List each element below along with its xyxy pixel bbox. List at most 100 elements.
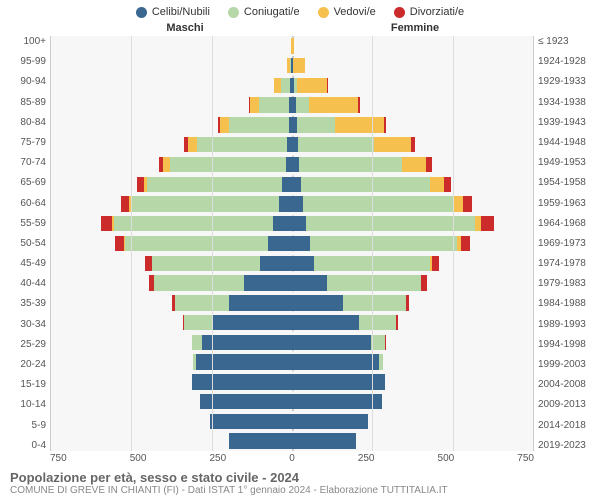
bar-seg — [292, 315, 359, 330]
female-half — [292, 433, 533, 448]
female-half — [292, 394, 533, 409]
bar-seg — [250, 97, 259, 112]
bar-seg — [359, 315, 396, 330]
bar-seg — [212, 315, 292, 330]
bar-seg — [481, 216, 494, 231]
age-tick: 65-69 — [8, 177, 46, 188]
birth-tick: 1944-1948 — [538, 137, 592, 148]
bar-seg — [170, 157, 286, 172]
x-tick: 250 — [209, 453, 226, 464]
age-tick: 35-39 — [8, 298, 46, 309]
male-half — [51, 256, 292, 271]
age-tick: 70-74 — [8, 157, 46, 168]
female-half — [292, 335, 533, 350]
bar-rows — [51, 36, 533, 451]
plot — [50, 36, 534, 451]
female-half — [292, 38, 533, 53]
age-tick: 50-54 — [8, 238, 46, 249]
bar-seg — [292, 354, 379, 369]
bar-seg — [114, 216, 273, 231]
male-half — [51, 216, 292, 231]
bar-seg — [229, 117, 288, 132]
male-half — [51, 374, 292, 389]
x-tick: 500 — [438, 453, 455, 464]
bar-seg — [244, 275, 292, 290]
bar-seg — [292, 177, 301, 192]
bar-seg — [210, 414, 292, 429]
legend-item: Vedovi/e — [318, 6, 376, 18]
age-tick: 0-4 — [8, 440, 46, 451]
female-half — [292, 236, 533, 251]
pyramid-container: Celibi/NubiliConiugati/eVedovi/eDivorzia… — [0, 0, 600, 500]
birth-tick: 1964-1968 — [538, 218, 592, 229]
legend-label: Vedovi/e — [334, 6, 376, 18]
age-row — [51, 372, 533, 392]
bar-seg — [152, 256, 260, 271]
footer: Popolazione per età, sesso e stato civil… — [0, 464, 600, 500]
male-half — [51, 275, 292, 290]
birth-tick: 2009-2013 — [538, 399, 592, 410]
male-half — [51, 58, 292, 73]
legend-swatch — [136, 7, 147, 18]
birth-tick: 1994-1998 — [538, 339, 592, 350]
bar-seg — [121, 196, 129, 211]
female-half — [292, 117, 533, 132]
birth-tick: 1999-2003 — [538, 359, 592, 370]
x-tick: 750 — [50, 453, 67, 464]
male-half — [51, 335, 292, 350]
bar-seg — [335, 117, 383, 132]
legend-label: Coniugati/e — [244, 6, 300, 18]
male-half — [51, 236, 292, 251]
bar-seg — [385, 335, 386, 350]
age-tick: 25-29 — [8, 339, 46, 350]
bar-seg — [292, 256, 314, 271]
female-half — [292, 414, 533, 429]
male-half — [51, 157, 292, 172]
birth-tick: 1979-1983 — [538, 278, 592, 289]
birth-tick: 1969-1973 — [538, 238, 592, 249]
age-row — [51, 36, 533, 56]
female-half — [292, 374, 533, 389]
bar-seg — [358, 97, 360, 112]
age-row — [51, 412, 533, 432]
bar-seg — [298, 137, 374, 152]
bar-seg — [131, 196, 279, 211]
bar-seg — [301, 177, 430, 192]
bar-seg — [125, 236, 268, 251]
bar-seg — [175, 295, 230, 310]
legend-swatch — [394, 7, 405, 18]
birth-tick: 2019-2023 — [538, 440, 592, 451]
bar-seg — [229, 295, 292, 310]
bar-seg — [292, 433, 356, 448]
bar-seg — [454, 196, 463, 211]
age-row — [51, 332, 533, 352]
bar-seg — [220, 117, 230, 132]
age-tick: 20-24 — [8, 359, 46, 370]
gridline — [212, 36, 213, 451]
female-half — [292, 256, 533, 271]
legend-item: Coniugati/e — [228, 6, 300, 18]
age-tick: 90-94 — [8, 76, 46, 87]
bar-seg — [402, 157, 426, 172]
age-tick: 55-59 — [8, 218, 46, 229]
age-row — [51, 431, 533, 451]
age-row — [51, 214, 533, 234]
bar-seg — [282, 177, 292, 192]
male-half — [51, 295, 292, 310]
footer-sub: COMUNE DI GREVE IN CHIANTI (FI) - Dati I… — [10, 485, 590, 496]
age-tick: 75-79 — [8, 137, 46, 148]
age-row — [51, 56, 533, 76]
x-tick: 500 — [130, 453, 147, 464]
age-row — [51, 135, 533, 155]
bar-seg — [396, 315, 398, 330]
female-half — [292, 196, 533, 211]
birth-tick: 1939-1943 — [538, 117, 592, 128]
birth-tick: 1934-1938 — [538, 97, 592, 108]
bar-seg — [292, 157, 299, 172]
birth-tick: 1989-1993 — [538, 319, 592, 330]
legend-label: Celibi/Nubili — [152, 6, 210, 18]
age-tick: 80-84 — [8, 117, 46, 128]
female-half — [292, 137, 533, 152]
bar-seg — [273, 216, 292, 231]
male-half — [51, 117, 292, 132]
